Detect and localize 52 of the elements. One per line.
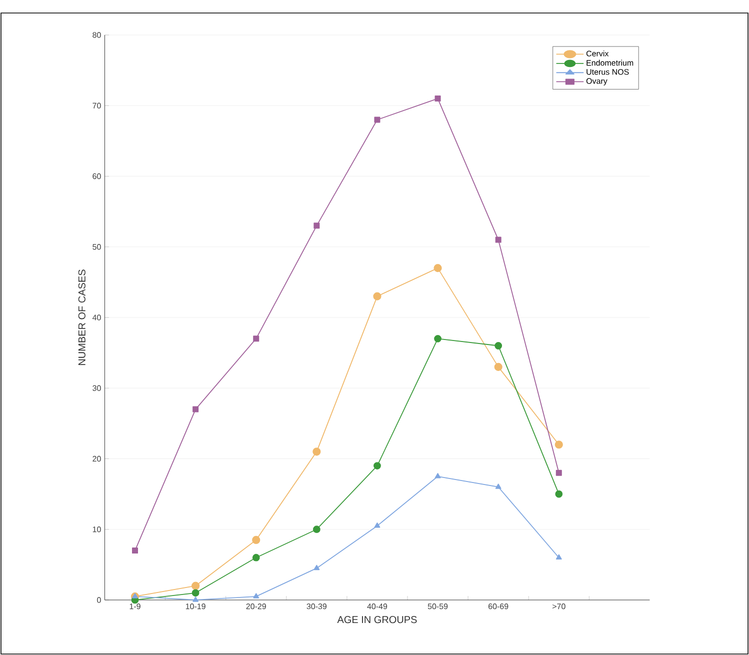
- y-tick-label: 60: [92, 173, 101, 180]
- point: [434, 96, 441, 102]
- point: [373, 292, 382, 300]
- y-tick-label: 0: [97, 597, 101, 603]
- x-tick-label: >70: [552, 604, 566, 610]
- point: [192, 582, 200, 590]
- point: [556, 470, 562, 476]
- legend-label: Endometrium: [586, 60, 634, 66]
- point: [192, 406, 199, 412]
- point: [374, 462, 381, 470]
- x-tick-label: 10-19: [186, 604, 206, 610]
- point: [312, 448, 321, 456]
- legend-label: Uterus NOS: [586, 69, 629, 75]
- y-tick-label: 30: [92, 385, 101, 391]
- point: [434, 264, 442, 272]
- y-axis-title: NUMBER OF CASES: [78, 270, 86, 366]
- point: [495, 236, 502, 243]
- point: [374, 116, 380, 123]
- point: [314, 222, 320, 229]
- point: [494, 342, 502, 350]
- point: [434, 473, 441, 478]
- point: [192, 589, 200, 597]
- point: [253, 593, 260, 598]
- point: [314, 564, 320, 570]
- point: [374, 522, 380, 528]
- point: [495, 484, 502, 489]
- point: [132, 548, 138, 554]
- point: [252, 554, 260, 562]
- y-tick-label: 40: [92, 314, 101, 320]
- point: [494, 362, 502, 371]
- legend-label: Ovary: [586, 78, 608, 86]
- y-tick-label: 10: [92, 526, 101, 532]
- point: [555, 490, 563, 498]
- x-tick-label: 30-39: [306, 604, 327, 610]
- y-tick-label: 70: [92, 102, 101, 108]
- point: [556, 554, 562, 560]
- x-axis-title: AGE IN GROUPS: [337, 616, 417, 624]
- x-tick-label: 60-69: [488, 604, 508, 610]
- x-tick-label: 50-59: [428, 604, 448, 610]
- point: [434, 334, 442, 342]
- point: [252, 536, 260, 544]
- x-tick-label: 1-9: [130, 604, 140, 610]
- y-tick-label: 80: [92, 32, 101, 38]
- point: [312, 526, 320, 534]
- x-tick-label: 20-29: [246, 604, 266, 610]
- x-tick-label: 40-49: [367, 604, 388, 610]
- legend-label: Cervix: [586, 50, 609, 56]
- point: [554, 440, 563, 449]
- point: [253, 336, 260, 342]
- point: [192, 596, 199, 602]
- y-tick-label: 50: [92, 244, 101, 250]
- y-tick-label: 20: [92, 456, 101, 462]
